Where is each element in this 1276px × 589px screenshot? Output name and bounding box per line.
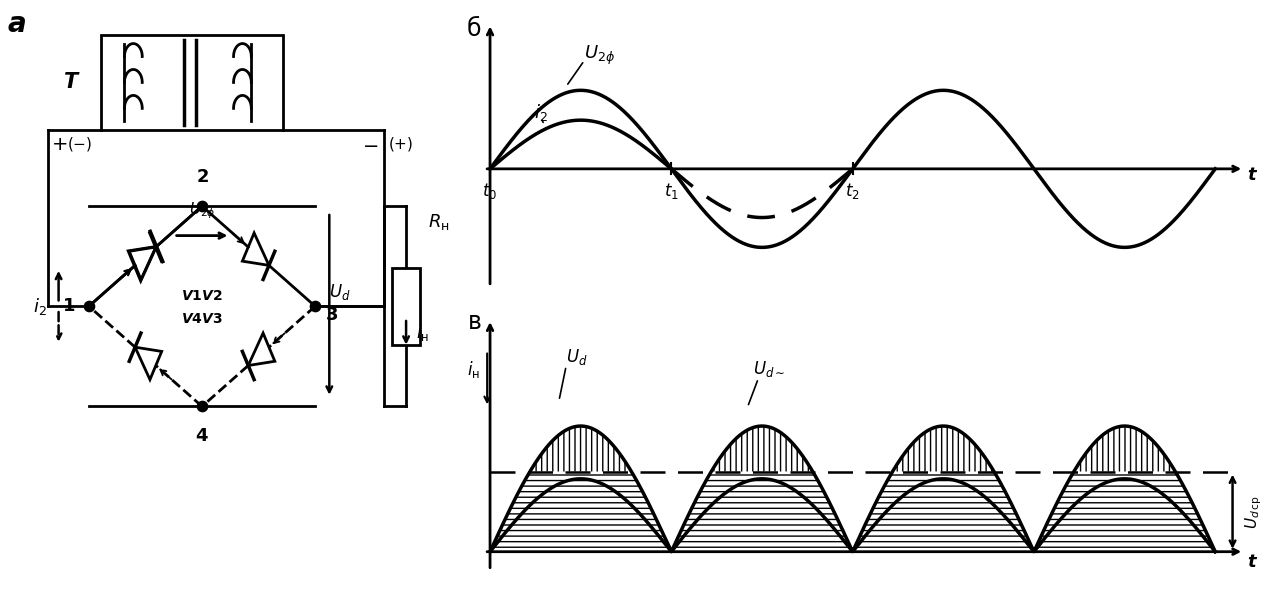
Text: $\boldsymbol{R_{\text{н}}}$: $\boldsymbol{R_{\text{н}}}$ [429, 212, 450, 232]
Text: $t_1$: $t_1$ [664, 181, 679, 201]
Text: $\boldsymbol{U_{2\phi}}$: $\boldsymbol{U_{2\phi}}$ [189, 200, 216, 221]
Text: $\boldsymbol{i_2}$: $\boldsymbol{i_2}$ [533, 102, 547, 123]
Text: $\boldsymbol{t}$: $\boldsymbol{t}$ [1247, 166, 1258, 184]
Text: $\boldsymbol{\text{б}}$: $\boldsymbol{\text{б}}$ [466, 16, 481, 41]
Text: $\boldsymbol{V4V3}$: $\boldsymbol{V4V3}$ [181, 312, 223, 326]
Text: $(+)$: $(+)$ [388, 135, 413, 154]
Text: $\boldsymbol{T}$: $\boldsymbol{T}$ [64, 72, 80, 92]
Text: $t_2$: $t_2$ [845, 181, 860, 201]
Bar [392, 268, 420, 345]
Text: $\mathbf{3}$: $\mathbf{3}$ [325, 306, 338, 325]
Text: $\boldsymbol{U_{d\sim}}$: $\boldsymbol{U_{d\sim}}$ [753, 359, 785, 379]
Text: $\boldsymbol{i_{\text{н}}}$: $\boldsymbol{i_{\text{н}}}$ [416, 322, 429, 343]
Point [191, 402, 212, 411]
Text: $\boldsymbol{i_{\text{н}}}$: $\boldsymbol{i_{\text{н}}}$ [467, 359, 480, 380]
Text: $(-)$: $(-)$ [66, 135, 92, 154]
Text: $\boldsymbol{V1V2}$: $\boldsymbol{V1V2}$ [181, 289, 223, 303]
Point [305, 302, 325, 311]
Point [79, 302, 100, 311]
Text: $\boldsymbol{t}$: $\boldsymbol{t}$ [1247, 552, 1258, 571]
Text: $\mathbf{2}$: $\mathbf{2}$ [195, 167, 208, 186]
Text: $\boldsymbol{U_{d\,\text{ср}}}$: $\boldsymbol{U_{d\,\text{ср}}}$ [1243, 495, 1263, 528]
Bar [101, 35, 283, 130]
Text: $\boldsymbol{U_d}$: $\boldsymbol{U_d}$ [329, 282, 351, 302]
Text: $+$: $+$ [51, 135, 66, 154]
Text: $\boldsymbol{U_d}$: $\boldsymbol{U_d}$ [567, 347, 588, 367]
Text: $\boldsymbol{\text{в}}$: $\boldsymbol{\text{в}}$ [467, 310, 481, 335]
Text: $\mathbf{1}$: $\mathbf{1}$ [61, 297, 75, 315]
Text: $-$: $-$ [361, 135, 378, 154]
Point [191, 201, 212, 211]
Text: $t_0$: $t_0$ [482, 181, 498, 201]
Text: $\boldsymbol{i_2}$: $\boldsymbol{i_2}$ [33, 296, 46, 317]
Text: $\boldsymbol{a}$: $\boldsymbol{a}$ [6, 9, 26, 38]
Text: $\mathbf{4}$: $\mathbf{4}$ [195, 427, 209, 445]
Text: $\boldsymbol{U_{2\phi}}$: $\boldsymbol{U_{2\phi}}$ [584, 44, 615, 67]
